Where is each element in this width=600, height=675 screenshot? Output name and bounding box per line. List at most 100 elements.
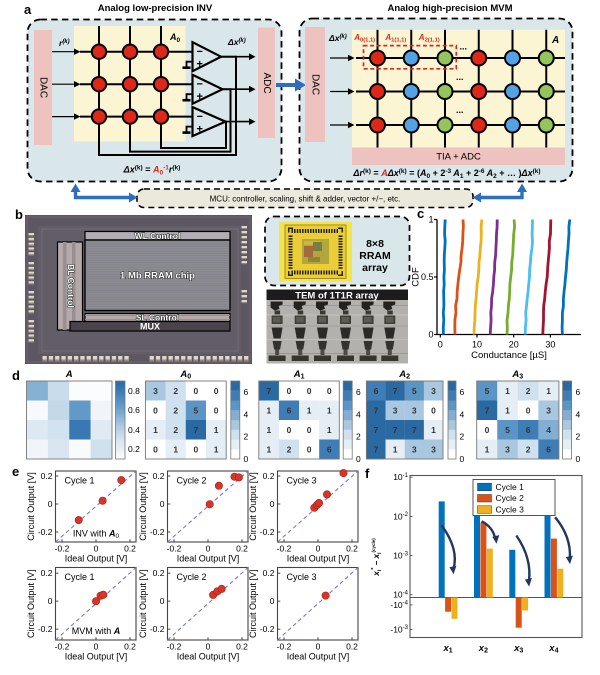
svg-text:1: 1 (173, 444, 178, 454)
svg-text:A0(1,1): A0(1,1) (353, 33, 375, 44)
svg-text:Cycle 3: Cycle 3 (287, 476, 317, 486)
svg-text:...: ... (456, 72, 464, 82)
svg-text:2: 2 (576, 432, 581, 442)
svg-text:TEM of 1T1R array: TEM of 1T1R array (295, 291, 379, 302)
svg-text:Circuit Output [V]: Circuit Output [V] (248, 569, 258, 638)
svg-text:Cycle 1: Cycle 1 (65, 572, 95, 582)
svg-text:1: 1 (505, 386, 510, 396)
svg-text:0: 0 (94, 642, 99, 652)
svg-text:0: 0 (438, 340, 443, 350)
svg-text:A: A (65, 369, 73, 380)
svg-text:20: 20 (509, 340, 519, 350)
svg-text:0: 0 (153, 405, 158, 415)
svg-text:4: 4 (460, 409, 465, 419)
svg-text:0: 0 (287, 386, 292, 396)
svg-text:A0: A0 (179, 369, 191, 381)
svg-text:-0.2: -0.2 (260, 527, 275, 537)
svg-text:Circuit Output [V]: Circuit Output [V] (248, 472, 258, 541)
svg-text:10-1: 10-1 (393, 472, 408, 482)
svg-text:Cycle 2: Cycle 2 (177, 476, 207, 486)
svg-text:Cycle 2: Cycle 2 (177, 572, 207, 582)
svg-text:2: 2 (244, 432, 249, 442)
svg-text:A1(1,1): A1(1,1) (384, 33, 406, 44)
svg-text:-0.2: -0.2 (38, 624, 53, 634)
svg-text:Ideal Output [V]: Ideal Output [V] (287, 554, 350, 564)
svg-text:2: 2 (526, 386, 531, 396)
svg-text:10-2: 10-2 (393, 511, 408, 521)
svg-text:4: 4 (244, 409, 249, 419)
svg-text:0: 0 (48, 596, 53, 606)
svg-text:0.5: 0.5 (421, 272, 434, 282)
svg-text:Ideal Output [V]: Ideal Output [V] (65, 554, 128, 564)
svg-text:A2: A2 (398, 369, 410, 381)
svg-text:SL Control: SL Control (136, 313, 179, 323)
svg-text:...: ... (460, 42, 468, 52)
svg-text:0.2: 0.2 (346, 642, 358, 652)
svg-text:-0.2: -0.2 (150, 624, 165, 634)
svg-text:ADC: ADC (261, 72, 272, 93)
svg-text:2: 2 (173, 405, 178, 415)
svg-text:MCU: controller, scaling, shif: MCU: controller, scaling, shift & adder,… (210, 195, 401, 204)
svg-text:1: 1 (327, 425, 332, 435)
svg-text:8×8: 8×8 (366, 238, 384, 250)
svg-text:Circuit Output [V]: Circuit Output [V] (138, 569, 148, 638)
svg-text:Ideal Output [V]: Ideal Output [V] (177, 652, 240, 662)
svg-text:1: 1 (266, 405, 271, 415)
svg-text:7: 7 (374, 425, 379, 435)
svg-text:-0.2: -0.2 (167, 642, 182, 652)
svg-text:Δx(k): Δx(k) (227, 37, 246, 47)
svg-text:0.2: 0.2 (263, 568, 275, 578)
svg-text:0.2: 0.2 (128, 444, 140, 454)
svg-text:2: 2 (526, 444, 531, 454)
svg-text:−: − (197, 79, 203, 91)
svg-text:2: 2 (460, 432, 465, 442)
svg-text:-0.2: -0.2 (38, 527, 53, 537)
svg-text:-0.2: -0.2 (277, 642, 292, 652)
svg-text:7: 7 (412, 425, 417, 435)
svg-text:DAC: DAC (37, 77, 48, 98)
svg-text:3: 3 (546, 405, 551, 415)
svg-text:0: 0 (194, 444, 199, 454)
svg-text:0: 0 (428, 330, 433, 340)
svg-text:BL Control: BL Control (66, 264, 76, 308)
svg-text:-0.2: -0.2 (55, 544, 70, 554)
svg-text:A: A (551, 35, 559, 46)
svg-text:6: 6 (374, 386, 379, 396)
svg-text:3: 3 (431, 444, 436, 454)
svg-text:5: 5 (505, 425, 510, 435)
svg-text:10: 10 (472, 340, 482, 350)
svg-text:0: 0 (194, 386, 199, 396)
svg-text:3: 3 (393, 405, 398, 415)
svg-text:Ideal Output [V]: Ideal Output [V] (65, 652, 128, 662)
svg-text:6: 6 (287, 405, 292, 415)
svg-text:0: 0 (214, 386, 219, 396)
svg-text:2: 2 (287, 444, 292, 454)
svg-text:x3: x3 (513, 643, 523, 655)
svg-text:array: array (362, 262, 388, 274)
svg-text:a: a (24, 2, 32, 17)
svg-text:Δr(k) = AΔx(k) = (A0 + 2-3 A1: Δr(k) = AΔx(k) = (A0 + 2-3 A1 + 2-6 A2 +… (352, 168, 540, 180)
svg-text:x4: x4 (548, 643, 558, 655)
svg-text:Circuit Output [V]: Circuit Output [V] (26, 472, 36, 541)
svg-text:Δx(k): Δx(k) (328, 33, 347, 43)
svg-text:0: 0 (287, 425, 292, 435)
svg-text:6: 6 (460, 387, 465, 397)
svg-text:7: 7 (266, 386, 271, 396)
svg-text:+: + (197, 124, 203, 136)
svg-text:7: 7 (374, 444, 379, 454)
svg-text:−: − (197, 46, 203, 58)
svg-text:x1: x1 (442, 643, 452, 655)
svg-text:0.2: 0.2 (236, 544, 248, 554)
svg-text:Analog low-precision INV: Analog low-precision INV (98, 3, 213, 14)
svg-text:4: 4 (546, 425, 551, 435)
svg-text:3: 3 (505, 444, 510, 454)
svg-text:0.2: 0.2 (41, 471, 53, 481)
svg-text:Conductance [µS]: Conductance [µS] (471, 350, 547, 361)
svg-text:-0.2: -0.2 (55, 642, 70, 652)
svg-text:MVM with A: MVM with A (72, 626, 121, 636)
svg-text:6: 6 (526, 425, 531, 435)
svg-text:6: 6 (576, 387, 581, 397)
svg-text:0: 0 (307, 444, 312, 454)
svg-text:0: 0 (356, 454, 361, 464)
svg-text:Circuit Output [V]: Circuit Output [V] (138, 472, 148, 541)
